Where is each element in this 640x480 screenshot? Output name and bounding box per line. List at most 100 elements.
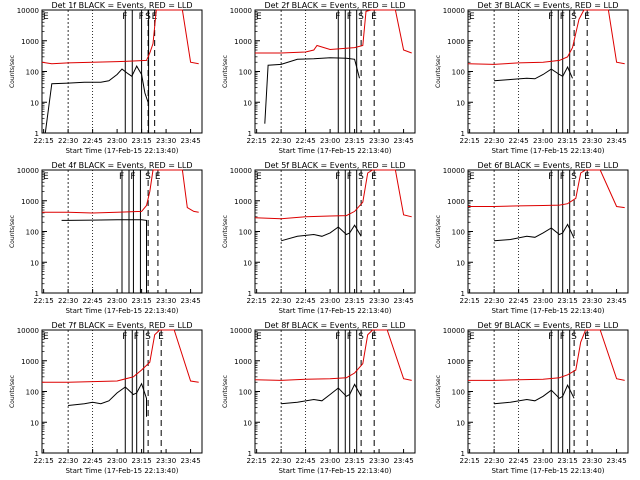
y-tick-label: 1 [248, 290, 252, 298]
x-tick-label: 22:30 [271, 297, 291, 305]
x-tick-label: 23:15 [131, 137, 151, 145]
x-tick-label: 23:45 [393, 297, 413, 305]
y-tick-label: 10000 [230, 327, 252, 335]
marker-label: F [347, 12, 352, 22]
marker-label: F [560, 332, 565, 342]
marker-label: F [560, 12, 565, 22]
x-axis-label: Start Time (17-Feb-15 22:13:40) [491, 467, 604, 475]
plot-frame [254, 9, 416, 134]
marker-label: S [358, 12, 364, 22]
chart-panel-4: Det 4f BLACK = Events, RED = LLD 1 10 100 10… [9, 161, 203, 315]
x-tick-label: 23:45 [393, 457, 413, 465]
x-tick-label: 22:30 [58, 137, 78, 145]
y-tick-label: 10 [243, 259, 252, 267]
chart-panel-7: Det 7f BLACK = Events, RED = LLD 1 10 100 10… [9, 321, 203, 475]
y-tick-label: 1 [248, 450, 252, 458]
y-tick-label: 100 [26, 229, 39, 237]
marker-label: E [371, 172, 377, 182]
y-tick-label: 10 [30, 419, 39, 427]
y-axis-label: Counts/sec [435, 55, 442, 88]
y-tick-label: 1 [461, 130, 465, 138]
y-tick-label: 10000 [17, 7, 39, 15]
marker-label: E [371, 332, 377, 342]
x-tick-label: 23:45 [606, 297, 626, 305]
x-tick-label: 22:30 [484, 137, 504, 145]
x-tick-label: 23:00 [320, 297, 340, 305]
x-axis-label: Start Time (17-Feb-15 22:13:40) [278, 147, 391, 155]
series-line-lld [468, 329, 625, 381]
y-tick-label: 1 [35, 290, 39, 298]
marker-label: E [152, 12, 158, 22]
chart-title: Det 7f BLACK = Events, RED = LLD [51, 321, 192, 330]
x-tick-label: 23:30 [369, 457, 389, 465]
y-tick-label: 100 [26, 389, 39, 397]
x-tick-label: 23:45 [180, 457, 200, 465]
marker-label: S [358, 332, 364, 342]
series-line-events [281, 383, 362, 405]
y-tick-label: 100 [452, 229, 465, 237]
marker-label: F [139, 12, 144, 22]
x-axis-label: Start Time (17-Feb-15 22:13:40) [278, 467, 391, 475]
y-tick-label: 1000 [234, 198, 252, 206]
x-tick-label: 23:30 [582, 137, 602, 145]
x-tick-label: 23:45 [393, 137, 413, 145]
chart-title: Det 6f BLACK = Events, RED = LLD [477, 161, 618, 170]
chart-panel-6: Det 6f BLACK = Events, RED = LLD 1 10 100 10… [435, 161, 629, 315]
x-tick-label: 22:30 [58, 457, 78, 465]
chart-title: Det 8f BLACK = Events, RED = LLD [264, 321, 405, 330]
y-tick-label: 10000 [443, 167, 465, 175]
x-tick-label: 23:30 [156, 297, 176, 305]
x-tick-label: 23:30 [369, 137, 389, 145]
y-tick-label: 10000 [443, 7, 465, 15]
y-tick-label: 1000 [447, 358, 465, 366]
series-line-events [280, 224, 362, 242]
plot-frame [467, 169, 629, 294]
series-line-lld [255, 9, 412, 54]
y-tick-label: 100 [239, 69, 252, 77]
y-axis-label: Counts/sec [222, 55, 229, 88]
marker-label: E [584, 332, 590, 342]
marker-label: S [571, 172, 577, 182]
y-tick-label: 1000 [21, 358, 39, 366]
x-tick-label: 23:30 [369, 297, 389, 305]
x-tick-label: 23:15 [344, 137, 364, 145]
y-tick-label: 1000 [447, 38, 465, 46]
y-tick-label: 1000 [234, 358, 252, 366]
chart-panel-8: Det 8f BLACK = Events, RED = LLD 1 10 100 10… [222, 321, 416, 475]
x-tick-label: 23:45 [606, 137, 626, 145]
x-tick-label: 23:00 [107, 137, 127, 145]
x-axis-label: Start Time (17-Feb-15 22:13:40) [65, 147, 178, 155]
y-tick-label: 1000 [21, 38, 39, 46]
x-tick-label: 23:00 [320, 457, 340, 465]
marker-label: E [256, 332, 262, 342]
chart-title: Det 1f BLACK = Events, RED = LLD [51, 1, 192, 10]
chart-panel-1: Det 1f BLACK = Events, RED = LLD 1 10 100 10… [9, 1, 203, 155]
y-tick-label: 100 [26, 69, 39, 77]
plot-frame [254, 169, 416, 294]
x-tick-label: 22:45 [509, 457, 529, 465]
chart-title: Det 2f BLACK = Events, RED = LLD [264, 1, 405, 10]
y-tick-label: 10 [243, 419, 252, 427]
x-tick-label: 23:30 [582, 297, 602, 305]
x-tick-label: 22:30 [271, 137, 291, 145]
marker-label: E [371, 12, 377, 22]
chart-title: Det 3f BLACK = Events, RED = LLD [477, 1, 618, 10]
x-tick-label: 23:00 [533, 297, 553, 305]
marker-label: F [347, 172, 352, 182]
y-tick-label: 100 [452, 389, 465, 397]
y-tick-label: 10000 [17, 167, 39, 175]
marker-label: E [155, 172, 161, 182]
marker-label: F [335, 332, 340, 342]
plot-frame [41, 9, 203, 134]
x-tick-label: 23:00 [533, 457, 553, 465]
marker-label: E [43, 332, 49, 342]
x-tick-label: 22:15 [247, 297, 267, 305]
x-axis-label: Start Time (17-Feb-15 22:13:40) [278, 307, 391, 315]
x-axis-label: Start Time (17-Feb-15 22:13:40) [65, 307, 178, 315]
x-axis-label: Start Time (17-Feb-15 22:13:40) [491, 307, 604, 315]
marker-label: E [469, 12, 475, 22]
series-line-events [68, 382, 147, 417]
marker-label: S [145, 12, 151, 22]
plot-frame [41, 329, 203, 454]
y-tick-label: 10000 [230, 167, 252, 175]
